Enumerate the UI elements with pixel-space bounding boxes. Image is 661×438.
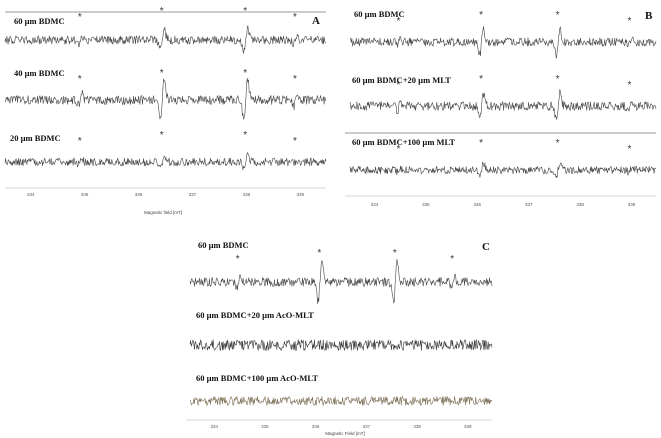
panel-b-trace-1-label: 60 µm BDMC — [354, 9, 405, 19]
panel-a-tick-label: 338 — [243, 192, 251, 197]
panel-b-ticks: 334 335 336 337 338 339 — [371, 202, 636, 207]
panel-c-trace-1-label: 60 µm BDMC — [198, 240, 249, 250]
panel-b-traces: * * * * * * * * * * * * — [349, 10, 657, 179]
panel-c-trace-1-peak-marker-1: * — [236, 254, 240, 265]
panel-b-trace-2-peak-marker-2: * — [479, 74, 483, 85]
panel-b-trace-3 — [349, 161, 657, 179]
panel-b-trace-3-peak-marker-2: * — [479, 138, 483, 149]
panel-c-trace-1-peak-marker-2: * — [317, 248, 321, 259]
panel-a-tick-label: 336 — [135, 192, 143, 197]
panel-a-trace-2-label: 40 µm BDMC — [14, 68, 65, 78]
panel-b-tick-label: 337 — [525, 202, 533, 207]
panel-b-trace-2-peak-marker-3: * — [556, 74, 560, 85]
panel-c-traces: * * * * — [189, 248, 493, 406]
panel-b-tick-label: 339 — [628, 202, 636, 207]
panel-c-trace-1-peak-marker-3: * — [393, 248, 397, 259]
panel-b-tick-label: 334 — [371, 202, 379, 207]
panel-a-trace-2 — [4, 77, 327, 120]
panel-a-label: A — [312, 15, 320, 27]
panel-a-trace-2-peak-marker-1: * — [78, 74, 82, 85]
panel-c-tick-label: 335 — [261, 424, 269, 429]
panel-a-trace-3-peak-marker-3: * — [243, 130, 247, 141]
panel-b-trace-2-peak-marker-4: * — [628, 80, 632, 91]
panel-c-tick-label: 339 — [464, 424, 472, 429]
panel-b-tick-label: 335 — [422, 202, 430, 207]
panel-a-trace-1-peak-marker-4: * — [293, 12, 297, 23]
panel-a-trace-3-label: 20 µm BDMC — [10, 133, 61, 143]
panel-a-axis-title: Magnetic field [mT] — [144, 210, 182, 215]
panel-b-tick-label: 338 — [576, 202, 584, 207]
panel-a-trace-2-peak-marker-2: * — [160, 68, 164, 79]
panel-a-trace-2-peak-marker-4: * — [293, 74, 297, 85]
panel-a-traces: * * * * * * * * * * * * — [4, 6, 327, 170]
panel-c-tick-label: 336 — [312, 424, 320, 429]
panel-c-trace-2 — [189, 339, 493, 351]
panel-a-trace-3 — [4, 152, 327, 170]
panel-b-trace-2-peak-marker-1: * — [397, 80, 401, 91]
panel-a-tick-label: 339 — [297, 192, 305, 197]
panel-a-tick-label: 337 — [189, 192, 197, 197]
panel-c: C 60 µm BDMC 60 µm BDMC+20 µm AcO-MLT 60… — [186, 240, 493, 436]
panel-a-trace-1-peak-marker-3: * — [243, 6, 247, 17]
panel-c-tick-label: 338 — [413, 424, 421, 429]
panel-b-trace-1-peak-marker-2: * — [479, 10, 483, 21]
panel-b-trace-1 — [349, 26, 657, 59]
panel-b-trace-1-peak-marker-4: * — [628, 16, 632, 27]
panel-a-trace-1-peak-marker-2: * — [160, 6, 164, 17]
panel-c-tick-label: 337 — [363, 424, 371, 429]
panel-c-ticks: 334 335 336 337 338 339 — [210, 424, 472, 429]
panel-b: B 60 µm BDMC 60 µm BDMC+20 µm MLT 60 µm … — [345, 9, 657, 207]
panel-c-tick-label: 334 — [210, 424, 218, 429]
panel-a-trace-1 — [4, 25, 327, 54]
panel-b-trace-2 — [349, 89, 657, 120]
panel-a: A 60 µm BDMC 40 µm BDMC 20 µm BDMC ** ***… — [4, 6, 327, 215]
panel-a-tick-label: 334 — [27, 192, 35, 197]
panel-b-trace-3-peak-marker-4: * — [628, 144, 632, 155]
panel-a-trace-3-peak-marker-2: * — [160, 130, 164, 141]
panel-c-trace-1-peak-marker-4: * — [450, 254, 454, 265]
panel-b-label: B — [645, 10, 653, 22]
panel-b-trace-1-peak-marker-3: * — [556, 10, 560, 21]
panel-c-trace-3-label: 60 µm BDMC+100 µm AcO-MLT — [196, 373, 318, 383]
panel-c-trace-2-label: 60 µm BDMC+20 µm AcO-MLT — [196, 310, 314, 320]
panel-a-trace-1-peak-marker-1: * — [78, 12, 82, 23]
panel-b-trace-3-peak-marker-1: * — [397, 144, 401, 155]
panel-b-trace-3-peak-marker-3: * — [556, 138, 560, 149]
panel-b-trace-1-peak-marker-1: * — [397, 16, 401, 27]
panel-c-axis-title: Magnetic Field [mT] — [325, 431, 365, 436]
panel-c-trace-3 — [189, 396, 493, 406]
panel-a-trace-3-peak-marker-4: * — [293, 136, 297, 147]
panel-c-trace-1 — [189, 259, 493, 304]
panel-a-ticks: 334 335 336 337 338 339 — [27, 192, 305, 197]
panel-a-trace-2-peak-marker-3: * — [243, 68, 247, 79]
panel-b-tick-label: 336 — [474, 202, 482, 207]
panel-a-tick-label: 335 — [81, 192, 89, 197]
panel-b-trace-2-label: 60 µm BDMC+20 µm MLT — [352, 75, 451, 85]
panel-b-trace-3-label: 60 µm BDMC+100 µm MLT — [352, 137, 455, 147]
panel-a-trace-1-label: 60 µm BDMC — [14, 16, 65, 26]
panel-c-label: C — [482, 241, 490, 253]
panel-a-trace-3-peak-marker-1: * — [78, 136, 82, 147]
